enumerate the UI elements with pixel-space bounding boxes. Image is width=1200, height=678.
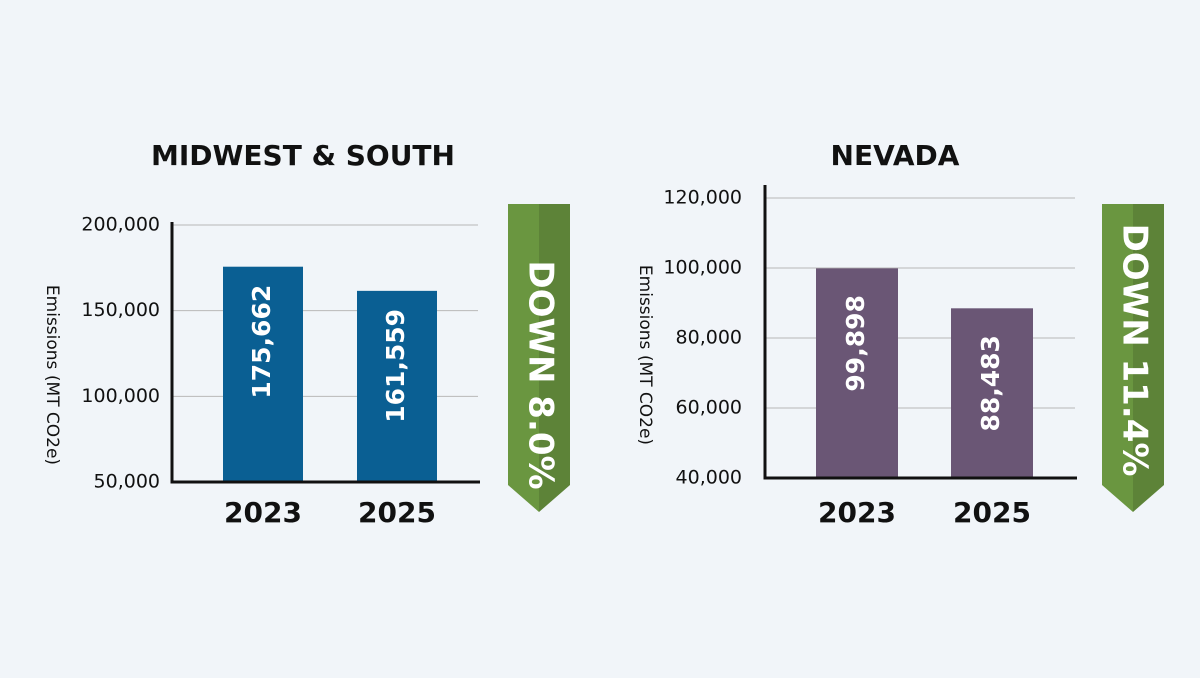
y-tick-label: 60,000 <box>676 397 742 419</box>
bar <box>951 308 1033 478</box>
value-label: 99,898 <box>841 295 870 391</box>
y-tick-label: 200,000 <box>81 214 160 236</box>
chart-title: NEVADA <box>831 139 960 172</box>
y-tick-label: 120,000 <box>663 187 742 209</box>
x-tick-label: 2025 <box>953 496 1031 529</box>
y-axis-label: Emissions (MT CO2e) <box>635 265 655 445</box>
annotation-banner-shade <box>1133 204 1164 512</box>
chart-title: MIDWEST & SOUTH <box>151 139 455 172</box>
annotation-banner <box>1102 204 1164 512</box>
y-tick-label: 150,000 <box>81 299 160 321</box>
y-tick-label: 100,000 <box>81 385 160 407</box>
y-tick-label: 40,000 <box>676 467 742 489</box>
bar <box>223 266 303 482</box>
annotation: DOWN 11.4% <box>1115 224 1155 477</box>
annotation: DOWN 8.0% <box>521 260 561 489</box>
x-tick-label: 2023 <box>818 496 896 529</box>
y-tick-label: 50,000 <box>94 471 160 493</box>
y-axis-label: Emissions (MT CO2e) <box>42 285 62 465</box>
value-label: 161,559 <box>381 309 410 423</box>
annotation-banner <box>508 204 570 512</box>
x-tick-label: 2023 <box>224 496 302 529</box>
bar <box>357 290 437 482</box>
x-tick-label: 2025 <box>358 496 436 529</box>
bar <box>816 268 898 478</box>
y-tick-label: 80,000 <box>676 327 742 349</box>
y-tick-label: 100,000 <box>663 257 742 279</box>
value-label: 175,662 <box>247 285 276 399</box>
value-label: 88,483 <box>976 335 1005 431</box>
annotation-banner-shade <box>539 204 570 512</box>
